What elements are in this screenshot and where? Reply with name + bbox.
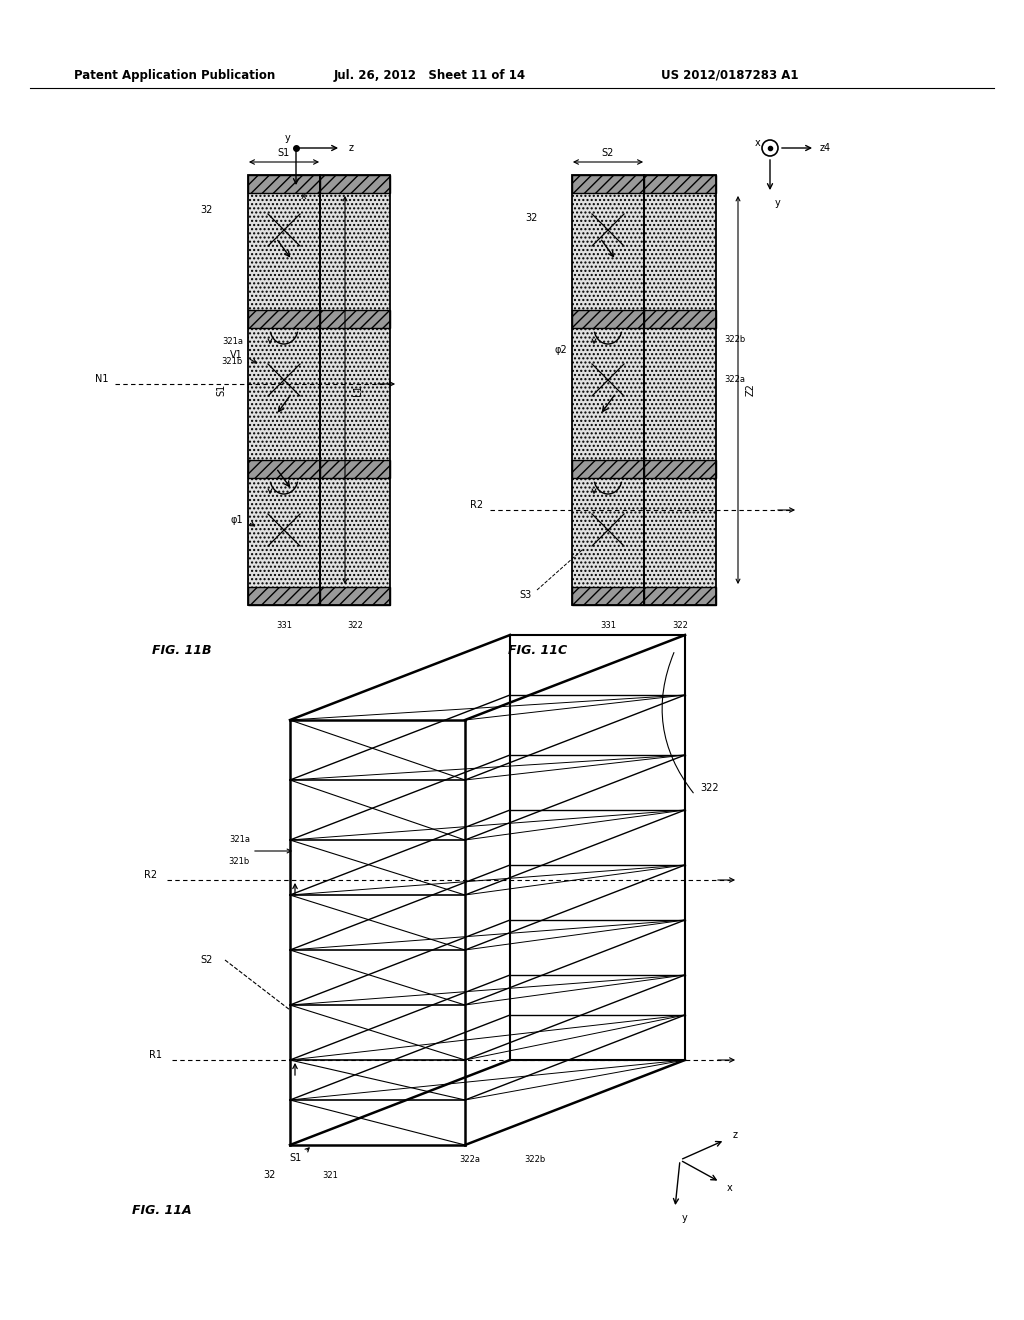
- Bar: [644, 176, 716, 605]
- Text: 331: 331: [600, 620, 616, 630]
- Text: 321b: 321b: [228, 858, 250, 866]
- Polygon shape: [290, 635, 685, 719]
- Text: z: z: [348, 143, 353, 153]
- Text: x: x: [727, 1183, 733, 1193]
- Text: FIG. 11A: FIG. 11A: [132, 1204, 191, 1217]
- Text: FIG. 11B: FIG. 11B: [152, 644, 212, 656]
- Text: φ2: φ2: [554, 345, 567, 355]
- Text: 321b: 321b: [222, 358, 243, 367]
- Text: Patent Application Publication: Patent Application Publication: [75, 69, 275, 82]
- Bar: [248, 587, 319, 605]
- Bar: [644, 176, 716, 605]
- Text: y: y: [285, 133, 291, 143]
- Polygon shape: [290, 635, 510, 1144]
- Text: 32: 32: [525, 213, 539, 223]
- Text: N1: N1: [94, 374, 108, 384]
- Bar: [644, 459, 716, 478]
- Bar: [248, 176, 319, 193]
- Text: 322: 322: [672, 620, 688, 630]
- Text: 321a: 321a: [229, 836, 250, 845]
- Text: S2: S2: [602, 148, 614, 158]
- Bar: [248, 310, 319, 327]
- Text: S2: S2: [201, 954, 213, 965]
- Text: 322: 322: [347, 620, 362, 630]
- Text: 321: 321: [323, 1171, 338, 1180]
- Text: 322: 322: [700, 783, 719, 793]
- Text: S1: S1: [289, 1152, 301, 1163]
- Bar: [644, 176, 716, 193]
- Bar: [572, 310, 644, 327]
- Bar: [572, 176, 644, 605]
- Bar: [319, 459, 390, 478]
- Text: R2: R2: [470, 500, 483, 510]
- Bar: [644, 310, 716, 327]
- Text: 322a: 322a: [460, 1155, 480, 1164]
- Text: 322b: 322b: [724, 335, 745, 345]
- Text: Jul. 26, 2012   Sheet 11 of 14: Jul. 26, 2012 Sheet 11 of 14: [334, 69, 526, 82]
- Bar: [319, 587, 390, 605]
- Bar: [319, 176, 390, 193]
- Text: S3: S3: [520, 590, 532, 601]
- Text: 322a: 322a: [724, 375, 745, 384]
- Text: 322b: 322b: [524, 1155, 546, 1164]
- Text: x: x: [301, 191, 307, 201]
- Text: 331: 331: [276, 620, 292, 630]
- Text: z: z: [732, 1130, 737, 1140]
- Text: S1: S1: [278, 148, 290, 158]
- Text: Z2: Z2: [746, 384, 756, 396]
- Text: 321a: 321a: [222, 338, 243, 346]
- Bar: [319, 176, 390, 605]
- Text: y: y: [682, 1213, 688, 1224]
- Bar: [572, 176, 644, 193]
- Polygon shape: [465, 635, 685, 1144]
- Text: y: y: [775, 198, 781, 209]
- Text: V1: V1: [230, 350, 243, 360]
- Text: US 2012/0187283 A1: US 2012/0187283 A1: [662, 69, 799, 82]
- Text: φ1: φ1: [230, 515, 243, 525]
- Bar: [319, 176, 390, 605]
- Bar: [572, 587, 644, 605]
- Text: FIG. 11C: FIG. 11C: [508, 644, 567, 656]
- Bar: [319, 310, 390, 327]
- Text: 32: 32: [264, 1170, 276, 1180]
- Bar: [248, 176, 319, 605]
- Bar: [644, 587, 716, 605]
- Text: 32: 32: [201, 205, 213, 215]
- Bar: [572, 176, 644, 605]
- Text: S1: S1: [216, 384, 226, 396]
- Text: R2: R2: [144, 870, 157, 880]
- Text: R1: R1: [150, 1049, 162, 1060]
- Text: x: x: [755, 139, 761, 148]
- Bar: [248, 459, 319, 478]
- Text: L1: L1: [353, 384, 362, 396]
- Bar: [248, 176, 319, 605]
- Bar: [572, 459, 644, 478]
- Text: z4: z4: [819, 143, 830, 153]
